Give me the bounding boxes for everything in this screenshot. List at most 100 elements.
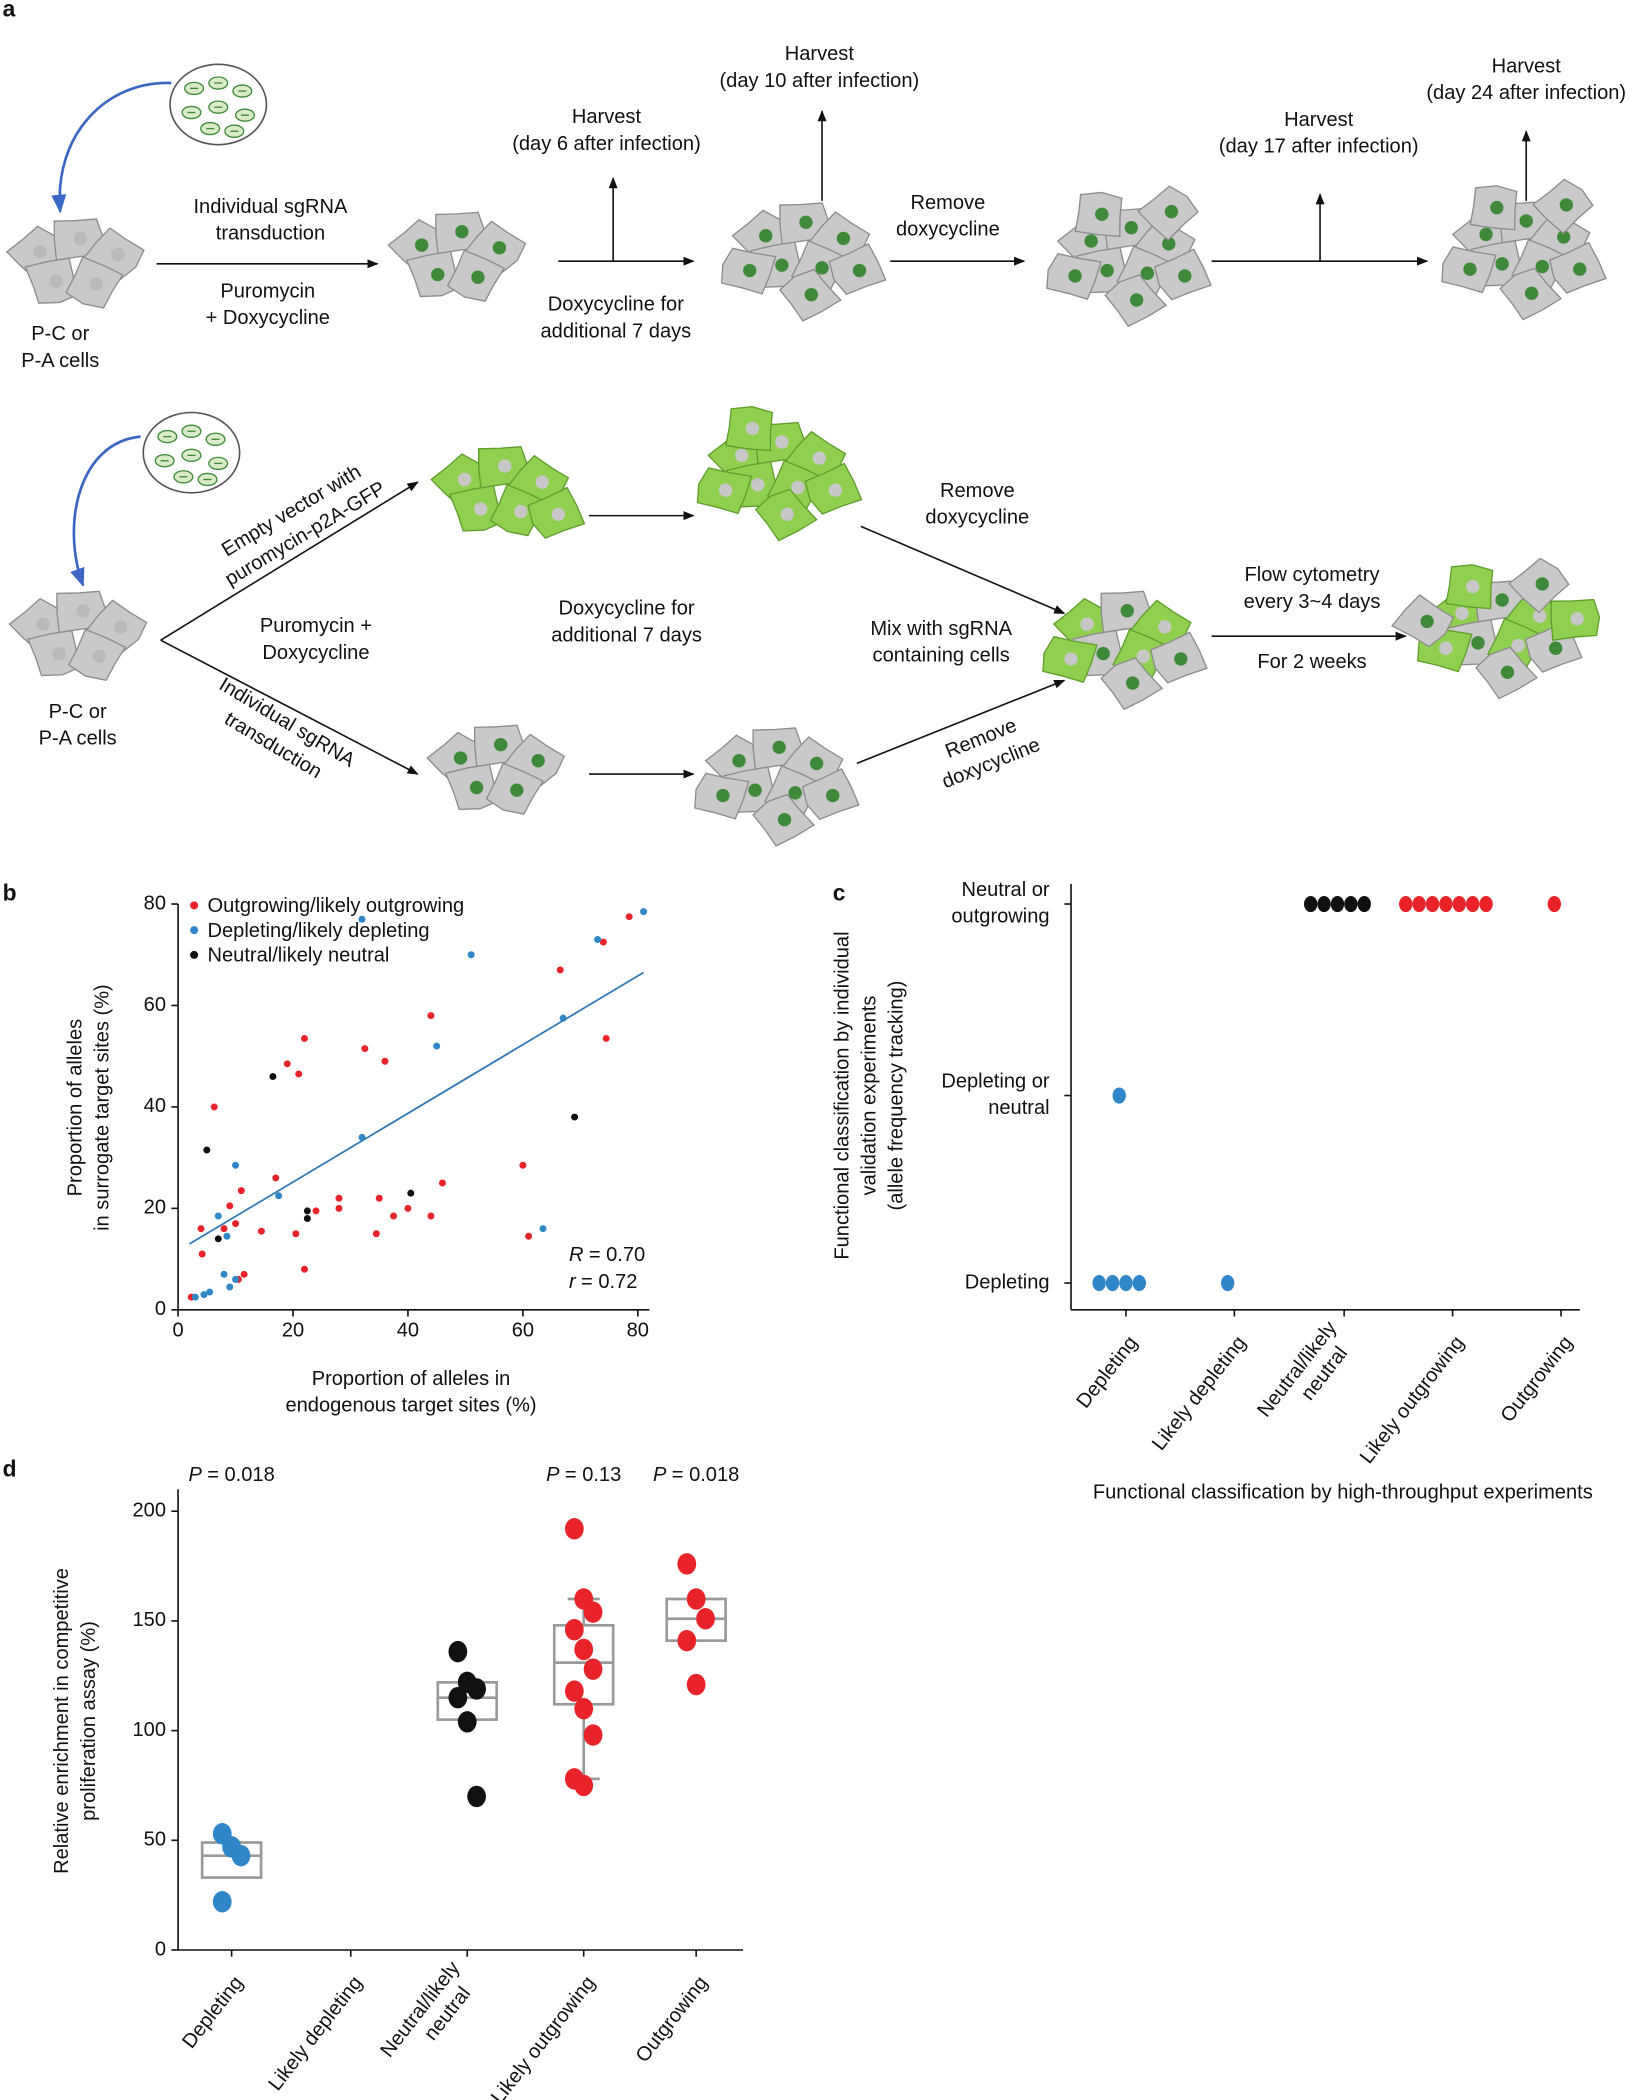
nucleus — [1129, 293, 1144, 307]
point — [583, 1601, 603, 1623]
nucleus — [455, 225, 469, 239]
axis-title-line: Relative enrichment in competitive — [51, 1568, 73, 1874]
x-tick-label-line: Likely depleting — [264, 1972, 367, 2095]
nucleus — [1095, 207, 1109, 221]
point — [583, 1658, 603, 1680]
point — [257, 1227, 265, 1235]
label-line: (day 10 after infection) — [719, 70, 919, 92]
point — [375, 1194, 383, 1202]
point — [467, 951, 475, 959]
point — [390, 1212, 398, 1220]
point — [335, 1204, 343, 1212]
nucleus — [1164, 204, 1179, 219]
stat-label: r = 0.72 — [569, 1271, 637, 1293]
nucleus — [453, 751, 468, 765]
stat-symbol: P — [653, 1464, 667, 1486]
point — [677, 1629, 697, 1652]
diagram-label: Individual sgRNA transduction — [193, 196, 348, 245]
y-tick-label: 50 — [144, 1829, 166, 1851]
nucleus — [510, 783, 524, 797]
nucleus — [1557, 230, 1571, 244]
nucleus — [775, 258, 789, 272]
y-tick-label: 200 — [133, 1500, 166, 1522]
nucleus — [49, 274, 63, 288]
nucleus — [804, 287, 818, 302]
label-line: Puromycin — [220, 280, 315, 302]
point — [574, 1697, 594, 1720]
nucleus — [415, 238, 429, 252]
stat-label: R = 0.70 — [569, 1245, 645, 1267]
nucleus — [431, 267, 445, 282]
y-tick-label: Depleting — [965, 1271, 1050, 1293]
stat-value: = 0.018 — [672, 1464, 740, 1486]
stat-symbol: R — [569, 1245, 583, 1267]
point — [226, 1283, 234, 1291]
point — [696, 1608, 715, 1630]
cell-cluster — [720, 202, 887, 322]
diagram-label: Doxycycline for additional 7 days — [551, 598, 702, 647]
point — [206, 1288, 214, 1296]
point — [677, 1553, 697, 1575]
diagram-label: Harvest (day 10 after infection) — [719, 43, 919, 92]
x-tick-label: 20 — [282, 1320, 304, 1342]
point — [381, 1057, 389, 1065]
label-line: additional 7 days — [541, 320, 692, 342]
label-line: every 3~4 days — [1244, 591, 1381, 613]
label-line: transduction — [216, 223, 325, 245]
x-tick-label-line: Likely depleting — [1148, 1332, 1251, 1455]
diagram-label: Doxycycline for additional 7 days — [541, 294, 692, 343]
axis-title-line: Proportion of alleles — [65, 1019, 87, 1197]
label-line: Doxycycline — [262, 642, 369, 664]
stat-label: P = 0.018 — [653, 1464, 739, 1486]
transduction-arrow — [51, 81, 172, 214]
cell-cluster — [1441, 178, 1607, 321]
nucleus — [775, 435, 789, 449]
stat-value: = 0.13 — [565, 1464, 621, 1486]
point — [564, 1518, 584, 1540]
nucleus — [1174, 652, 1188, 666]
label-line: Individual sgRNA — [193, 196, 348, 218]
label-line: Mix with sgRNA — [870, 618, 1012, 640]
y-tick-label: 20 — [144, 1197, 166, 1219]
y-tick-label: 0 — [155, 1938, 166, 1960]
point — [361, 1045, 369, 1053]
diagram-label: Mix with sgRNA containing cells — [870, 618, 1012, 667]
axis-title-line: endogenous target sites (%) — [285, 1395, 536, 1417]
point — [220, 1270, 228, 1278]
nucleus — [788, 786, 802, 800]
x-tick-label: Likely outgrowing — [1356, 1332, 1469, 1468]
stat-symbol: r — [569, 1271, 577, 1293]
axis-title-line: Proportion of alleles in — [312, 1368, 511, 1390]
point — [583, 1724, 603, 1746]
point — [283, 1060, 291, 1068]
point — [404, 1204, 412, 1212]
point — [574, 1638, 594, 1661]
y-tick-label: neutral — [988, 1097, 1049, 1119]
nucleus — [780, 507, 794, 521]
nucleus — [1535, 259, 1549, 274]
label-line: (day 17 after infection) — [1219, 136, 1419, 158]
stat-value: = 0.72 — [581, 1271, 637, 1293]
cell-cluster — [387, 211, 527, 302]
nucleus — [812, 451, 827, 465]
point — [295, 1070, 303, 1078]
legend-marker — [190, 926, 199, 935]
nucleus — [457, 472, 472, 487]
arrow — [860, 525, 1066, 615]
x-tick-label-line: Outgrowing — [632, 1972, 713, 2066]
point — [372, 1230, 380, 1238]
label-line: Doxycycline for — [558, 598, 694, 620]
nucleus — [52, 646, 66, 661]
label-line: Harvest — [572, 106, 642, 128]
point — [1105, 1275, 1120, 1292]
label-line: Harvest — [1492, 55, 1562, 77]
point — [1092, 1275, 1106, 1292]
point — [556, 966, 564, 974]
label-line: P-A cells — [21, 350, 99, 372]
point — [1425, 895, 1440, 913]
x-tick-label: 40 — [397, 1320, 419, 1342]
point — [226, 1202, 234, 1210]
stat-symbol: P — [546, 1464, 560, 1486]
y-tick-label: 100 — [133, 1719, 166, 1741]
